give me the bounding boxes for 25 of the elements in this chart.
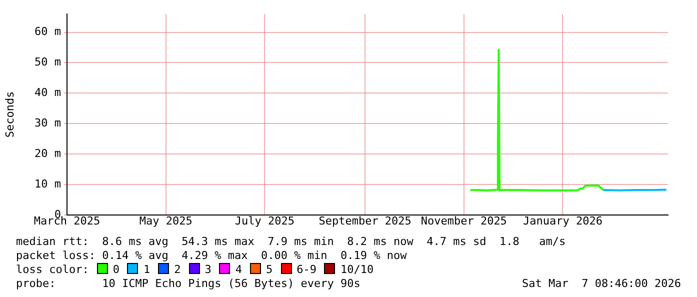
legend-title: loss color: xyxy=(16,263,89,276)
y-axis-title: Seconds xyxy=(3,91,16,138)
y-tick-label: 50 m xyxy=(34,56,62,69)
y-tick-label: 10 m xyxy=(34,177,62,190)
legend-label: 3 xyxy=(204,263,212,276)
legend-label: 1 xyxy=(143,263,150,276)
text: probe: 10 ICMP Echo Pings (56 Bytes) every 90s xyxy=(16,277,360,290)
x-tick-label: July 2025 xyxy=(234,214,294,228)
legend-label: 4 xyxy=(235,263,242,276)
x-tick-label: September 2025 xyxy=(318,214,412,228)
x-tick-label: November 2025 xyxy=(420,214,507,228)
y-tick-label: 20 m xyxy=(34,146,62,160)
text: Sat Mar 7 08:46:00 2026 xyxy=(522,277,681,290)
text: median rtt: 8.6 ms avg 54.3 ms max 7.9 ms min 8.2 ms now 4.7 ms sd 1.8 am/s xyxy=(16,235,566,248)
y-tick-label: 60 m xyxy=(34,25,62,38)
legend-label: 0 xyxy=(112,263,120,276)
x-tick-label: May 2025 xyxy=(139,214,192,228)
y-tick-label: 30 m xyxy=(34,116,62,130)
legend-label: 10/10 xyxy=(340,263,374,276)
legend-label: 2 xyxy=(174,263,181,276)
x-tick-label: January 2026 xyxy=(522,214,602,228)
text: packet loss: 0.14 % avg 4.29 % max 0.00 % min 0.19 % now xyxy=(16,249,407,262)
y-tick-label: 40 m xyxy=(34,86,62,100)
legend-label: 5 xyxy=(266,263,273,276)
legend-label: 6-9 xyxy=(296,263,316,276)
